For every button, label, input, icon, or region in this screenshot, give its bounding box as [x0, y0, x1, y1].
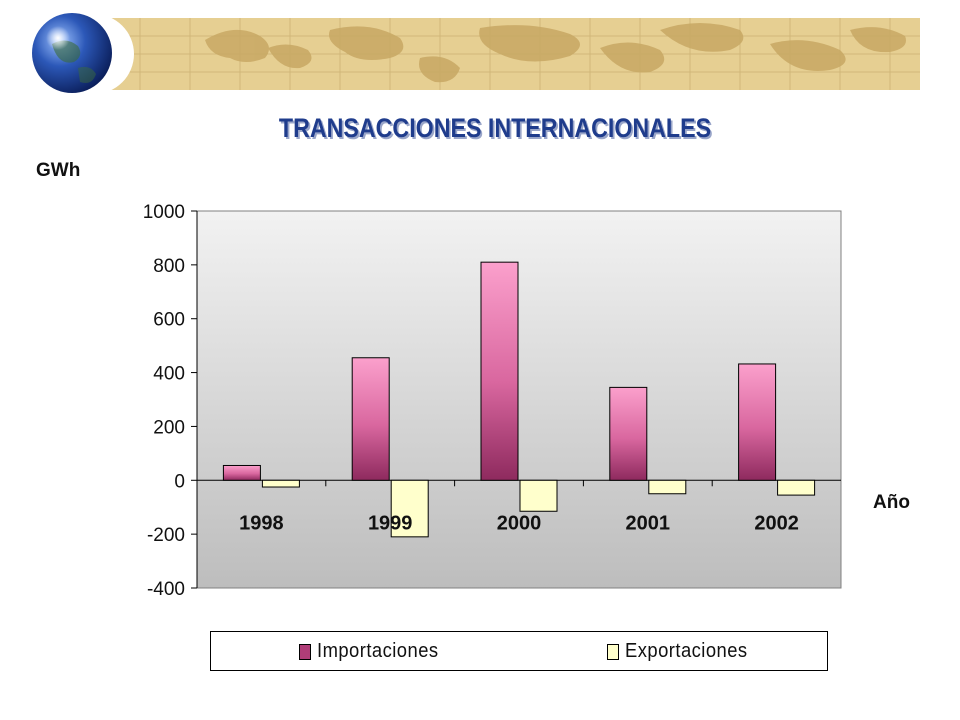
- x-tick-label-1998: 1998: [239, 512, 284, 534]
- x-tick-label-2002: 2002: [754, 512, 799, 534]
- legend-item-importaciones: Importaciones: [299, 640, 449, 663]
- legend-item-exportaciones: Exportaciones: [607, 640, 758, 663]
- map-strip: [92, 18, 920, 90]
- bar-importaciones-2001: [609, 386, 648, 481]
- legend: Importaciones Exportaciones: [210, 631, 828, 671]
- bar-importaciones-1998: [222, 464, 261, 481]
- x-tick-label-2001: 2001: [626, 512, 671, 534]
- plot-area: [196, 210, 842, 589]
- bar-importaciones-2002: [738, 363, 777, 481]
- bar-importaciones-2000: [480, 261, 519, 481]
- bar-exportaciones-1998: [261, 479, 300, 488]
- y-tick-label: -200: [147, 525, 185, 546]
- y-tick-label: 200: [153, 417, 185, 438]
- bar-exportaciones-2001: [648, 479, 687, 495]
- bar-exportaciones-2002: [777, 479, 816, 496]
- y-axis-label: GWh: [36, 160, 81, 181]
- x-tick-label-1999: 1999: [368, 512, 413, 534]
- bar-exportaciones-1999: [390, 479, 429, 538]
- x-axis-label: Año: [873, 492, 910, 513]
- y-tick-label: 400: [153, 364, 185, 385]
- y-tick-label: 1000: [143, 202, 185, 223]
- legend-swatch-importaciones: [299, 643, 311, 660]
- header-banner: [32, 13, 920, 94]
- legend-swatch-exportaciones: [607, 643, 619, 660]
- y-tick-label: -400: [147, 579, 185, 600]
- x-tick-label-2000: 2000: [497, 512, 542, 534]
- y-tick-label: 600: [153, 310, 185, 331]
- y-tick-label: 800: [153, 256, 185, 277]
- legend-label-exportaciones: Exportaciones: [625, 640, 748, 662]
- legend-label-importaciones: Importaciones: [317, 640, 439, 662]
- bar-exportaciones-2000: [519, 479, 558, 512]
- chart-title: TRANSACCIONES INTERNACIONALES: [278, 113, 712, 143]
- bar-importaciones-1999: [351, 357, 390, 481]
- y-tick-label: 0: [174, 471, 185, 492]
